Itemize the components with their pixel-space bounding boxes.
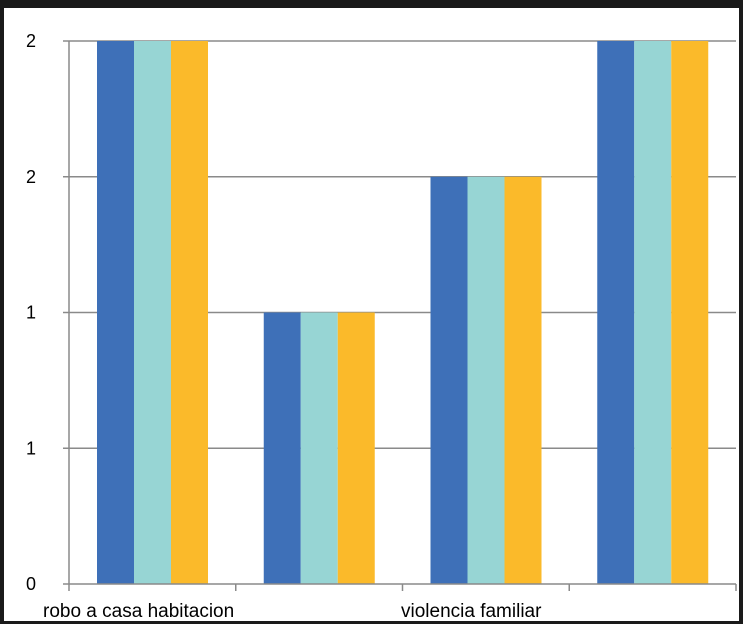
bars [97,41,709,584]
bar [597,41,635,584]
bar [134,41,171,584]
bar [300,312,338,584]
bar [263,312,301,584]
bar [634,41,672,584]
y-tick-label: 1 [26,438,36,458]
axes [63,40,737,591]
x-category-label: robo a casa habitacion [43,601,234,622]
x-category-label: violencia familiar [401,601,542,622]
y-tick-label: 2 [26,31,36,51]
bar [671,41,709,584]
bar [504,176,542,584]
bar [171,41,208,584]
bar [467,176,505,584]
y-tick-label: 0 [26,574,36,594]
bar [97,41,134,584]
bar [337,312,375,584]
bar [430,176,468,584]
bar-chart: 0 1 1 2 2 robo a casa habitacion violencia fam… [26,31,737,622]
y-tick-label: 2 [26,167,36,187]
y-tick-label: 1 [26,303,36,323]
labels: 0 1 1 2 2 robo a casa habitacion violencia fam… [26,31,542,622]
